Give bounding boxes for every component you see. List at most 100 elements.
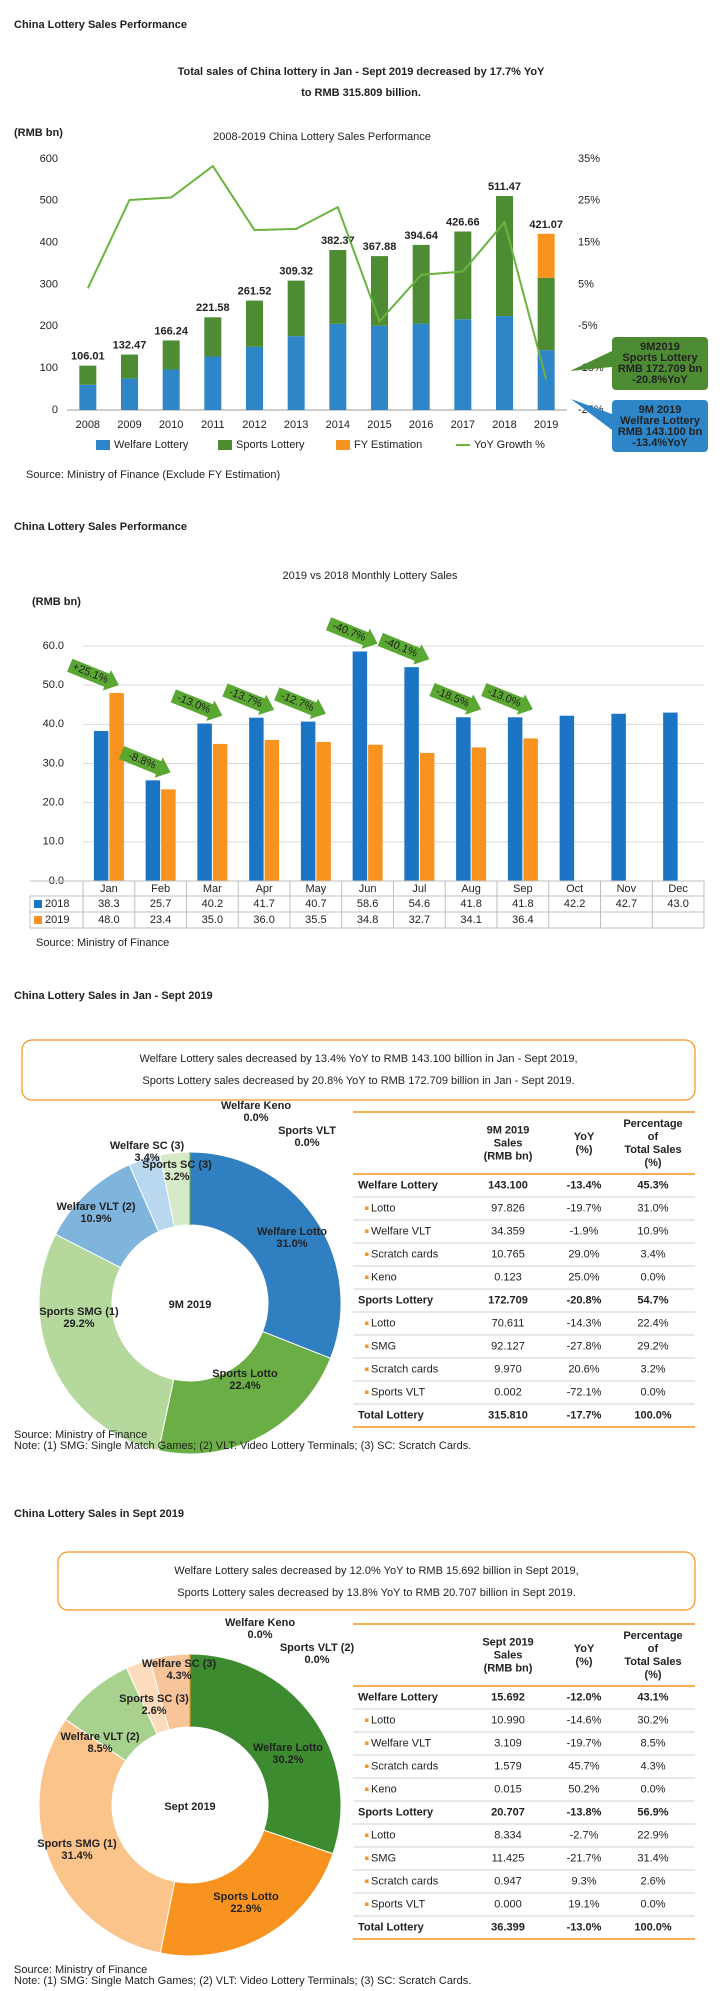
table-value: 36.4 xyxy=(512,914,533,926)
legend-label: 2019 xyxy=(45,914,69,926)
table-value: 35.0 xyxy=(202,914,223,926)
callout-text: 9M2019 xyxy=(640,341,680,353)
total-label: 421.07 xyxy=(529,219,563,231)
table-cell: 8.334 xyxy=(494,1829,522,1841)
total-label: 382.37 xyxy=(321,235,355,247)
slice-label: Welfare Lotto xyxy=(257,1226,327,1238)
slice-value: 3.2% xyxy=(164,1171,189,1183)
table-cell: 45.3% xyxy=(637,1179,668,1191)
table-cell: 25.0% xyxy=(568,1271,599,1283)
table-cell: 1.579 xyxy=(494,1760,522,1772)
bar xyxy=(404,667,419,881)
legend-swatch xyxy=(34,916,42,924)
slice-value: 0.0% xyxy=(304,1654,329,1666)
section-heading: China Lottery Sales Performance xyxy=(14,521,187,533)
table-header: (RMB bn) xyxy=(484,1662,533,1674)
table-header: of xyxy=(648,1643,659,1655)
row-name: Total Lottery xyxy=(358,1921,425,1933)
row-name: Sports Lottery xyxy=(358,1806,434,1818)
total-label: 394.64 xyxy=(404,230,439,242)
y-tick-label: 10.0 xyxy=(43,836,64,848)
legend-swatch xyxy=(96,440,110,450)
table-cell: 97.826 xyxy=(491,1202,525,1214)
table-cell: 20.6% xyxy=(568,1363,599,1375)
callout-text: -13.4%YoY xyxy=(632,437,688,449)
callout-pointer xyxy=(570,351,612,371)
callout-text: RMB 172.709 bn xyxy=(618,363,703,375)
table-cell: 143.100 xyxy=(488,1179,528,1191)
table-cell: 0.123 xyxy=(494,1271,522,1283)
donut-slice xyxy=(38,1233,175,1452)
callout-text: RMB 143.100 bn xyxy=(618,426,703,438)
table-cell: -17.7% xyxy=(567,1409,602,1421)
slice-value: 22.4% xyxy=(229,1380,260,1392)
x-tick-label: 2012 xyxy=(242,419,266,431)
change-arrow: -8.8% xyxy=(118,746,171,778)
summary-box xyxy=(21,1039,696,1101)
bullet xyxy=(365,1787,369,1791)
x-tick-label: Jun xyxy=(359,883,377,895)
table-cell: -14.3% xyxy=(567,1317,602,1329)
donut-slice xyxy=(157,1330,332,1455)
summary-text: Welfare Lottery sales decreased by 12.0%… xyxy=(174,1565,578,1577)
slice-value: 0.0% xyxy=(247,1629,272,1641)
source-note: Source: Ministry of Finance xyxy=(36,937,169,949)
slice-value: 0.0% xyxy=(243,1112,268,1124)
bar-segment xyxy=(496,316,513,410)
donut-slice xyxy=(38,1718,176,1954)
y-tick-label: 600 xyxy=(40,153,58,165)
section-heading: China Lottery Sales in Jan - Sept 2019 xyxy=(14,990,213,1002)
table-cell: 19.1% xyxy=(568,1898,599,1910)
row-name: Sports VLT xyxy=(371,1386,425,1398)
legend-swatch xyxy=(34,900,42,908)
legend-label: YoY Growth % xyxy=(474,439,545,451)
table-cell: 8.5% xyxy=(640,1737,665,1749)
bar-segment xyxy=(162,340,180,370)
table-cell: 0.0% xyxy=(640,1898,665,1910)
bar xyxy=(471,747,487,881)
table-header: (%) xyxy=(575,1144,592,1156)
slice-value: 30.2% xyxy=(272,1754,303,1766)
table-cell: 9.970 xyxy=(494,1363,522,1375)
callout-text: -20.8%YoY xyxy=(632,374,688,386)
donut-slice xyxy=(189,1653,342,1855)
arrow-shape xyxy=(118,746,171,778)
slice-label: Welfare VLT (2) xyxy=(56,1201,135,1213)
total-label: 221.58 xyxy=(196,302,230,314)
bar-segment xyxy=(329,323,347,410)
bullet xyxy=(365,1833,369,1837)
bar xyxy=(197,723,212,881)
slice-value: 3.4% xyxy=(134,1152,159,1164)
bar-segment xyxy=(79,365,97,385)
x-tick-label: Jul xyxy=(412,883,426,895)
table-header: (RMB bn) xyxy=(484,1150,533,1162)
bullet xyxy=(365,1252,369,1256)
row-name: Lotto xyxy=(371,1714,395,1726)
bar xyxy=(456,717,471,881)
table-cell: -12.0% xyxy=(567,1691,602,1703)
footnote: Note: (1) SMG: Single Match Games; (2) V… xyxy=(14,1975,471,1987)
table-cell: 10.765 xyxy=(491,1248,525,1260)
bar xyxy=(300,721,316,881)
arrow-shape xyxy=(481,683,533,715)
bar-segment xyxy=(162,369,180,410)
arrow-shape xyxy=(325,617,378,649)
table-cell: 100.0% xyxy=(634,1921,672,1933)
table-value: 38.3 xyxy=(98,898,119,910)
x-tick-label: 2014 xyxy=(326,419,350,431)
row-name: Total Lottery xyxy=(358,1409,425,1421)
bar xyxy=(264,740,280,881)
table-value: 54.6 xyxy=(409,898,430,910)
y-tick-label: 200 xyxy=(40,320,58,332)
table-cell: 15.692 xyxy=(491,1691,525,1703)
row-name: Welfare VLT xyxy=(371,1225,431,1237)
bar-segment xyxy=(371,325,388,410)
bullet xyxy=(365,1718,369,1722)
slice-value: 4.3% xyxy=(166,1670,191,1682)
change-label: -40.7% xyxy=(331,620,368,644)
table-cell: 0.947 xyxy=(494,1875,522,1887)
slice-value: 10.9% xyxy=(80,1213,111,1225)
x-tick-label: Feb xyxy=(151,883,170,895)
arrow-shape xyxy=(170,689,223,721)
table-cell: 56.9% xyxy=(637,1806,668,1818)
